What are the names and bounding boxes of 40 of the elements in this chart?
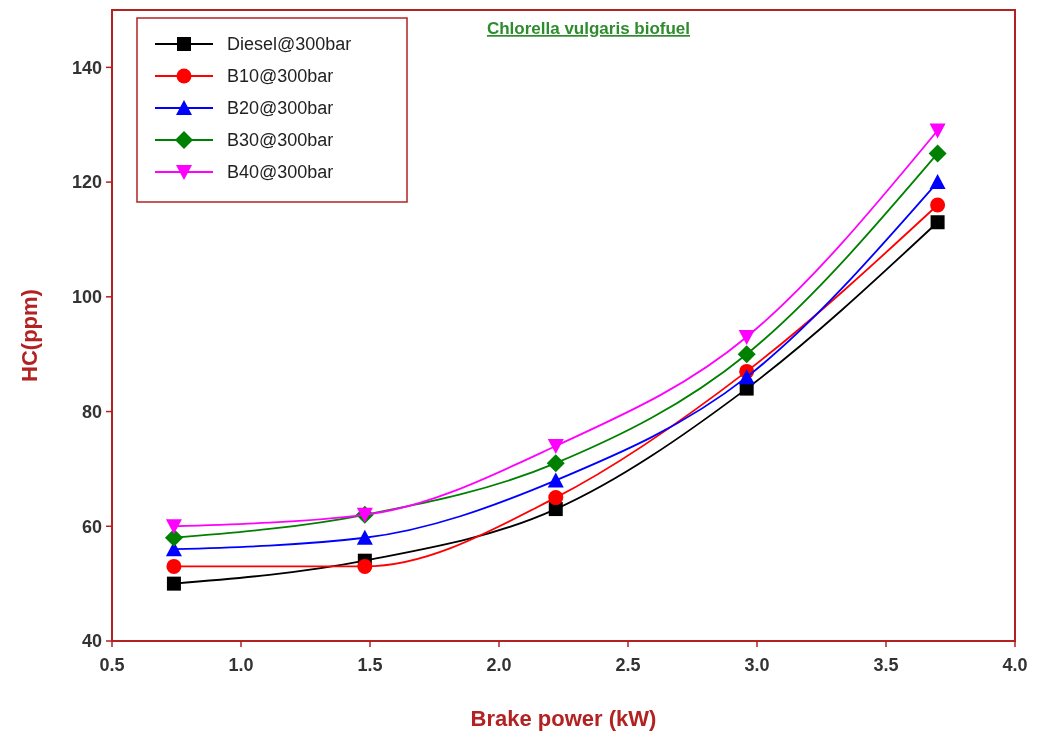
point <box>546 454 565 473</box>
x-axis-title: Brake power (kW) <box>470 706 657 731</box>
point <box>164 528 183 547</box>
legend-label: B30@300bar <box>227 130 334 151</box>
legend-label: B40@300bar <box>227 162 334 183</box>
point <box>737 345 756 364</box>
x-tick-label: 3.0 <box>744 655 770 675</box>
y-tick-label: 80 <box>81 401 102 422</box>
point <box>929 174 946 190</box>
point <box>547 472 564 488</box>
x-tick-label: 2.5 <box>615 655 641 675</box>
y-tick-label: 40 <box>81 631 102 652</box>
legend-label: B20@300bar <box>227 98 334 119</box>
point <box>166 558 182 574</box>
x-tick-label: 1.0 <box>228 655 254 675</box>
y-tick-label: 140 <box>71 57 102 78</box>
x-tick-label: 2.0 <box>486 655 512 675</box>
point <box>928 144 947 163</box>
y-axis-title: HC(ppm) <box>17 289 42 382</box>
x-tick-label: 4.0 <box>1002 655 1028 675</box>
x-tick-label: 0.5 <box>99 655 125 675</box>
y-tick-label: 120 <box>71 172 102 193</box>
point <box>548 490 564 506</box>
point <box>547 438 564 454</box>
x-tick-label: 3.5 <box>873 655 899 675</box>
point <box>930 197 946 213</box>
point <box>165 519 182 535</box>
point <box>166 576 181 591</box>
x-tick-label: 1.5 <box>357 655 383 675</box>
y-tick-label: 100 <box>71 287 102 308</box>
legend-label: Diesel@300bar <box>227 34 352 55</box>
point <box>738 329 755 345</box>
text: Chlorella vulgaris biofuel <box>486 19 691 38</box>
point <box>930 215 945 230</box>
point <box>357 558 373 574</box>
point <box>929 123 946 139</box>
point <box>738 369 755 385</box>
legend-label: B10@300bar <box>227 66 334 87</box>
point <box>356 529 373 545</box>
y-tick-label: 60 <box>81 516 102 537</box>
